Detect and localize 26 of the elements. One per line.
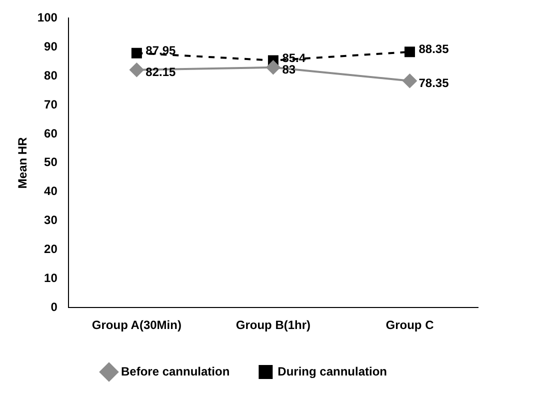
y-tick-label: 0 <box>50 300 58 314</box>
point <box>131 48 142 58</box>
data-label: 83 <box>282 62 296 77</box>
point <box>402 74 417 88</box>
x-tick-label: Group B(1hr) <box>236 318 311 332</box>
data-label: 78.35 <box>418 76 450 90</box>
y-tick-label: 10 <box>44 270 58 285</box>
y-tick-label: 40 <box>44 184 58 198</box>
y-tick-label: 90 <box>44 39 58 54</box>
x-tick-label: Group C <box>386 318 434 332</box>
data-label: 88.35 <box>418 42 450 56</box>
y-tick-label: 30 <box>44 213 58 228</box>
y-tick-label: 50 <box>44 155 58 170</box>
point <box>266 60 280 74</box>
y-tick-label: 80 <box>44 68 58 82</box>
legend-label: Before cannulation <box>120 364 230 378</box>
y-axis-title: Mean HR <box>16 136 30 189</box>
y-tick-label: 60 <box>44 126 58 140</box>
point <box>130 62 144 77</box>
point <box>404 46 415 58</box>
x-tick-label: Group A(30Min) <box>92 318 182 332</box>
legend-label: During cannulation <box>278 364 388 378</box>
data-label: 82.15 <box>146 65 176 80</box>
y-tick-label: 70 <box>44 97 58 112</box>
y-tick-label: 20 <box>44 242 58 256</box>
y-tick-label: 100 <box>37 10 58 25</box>
